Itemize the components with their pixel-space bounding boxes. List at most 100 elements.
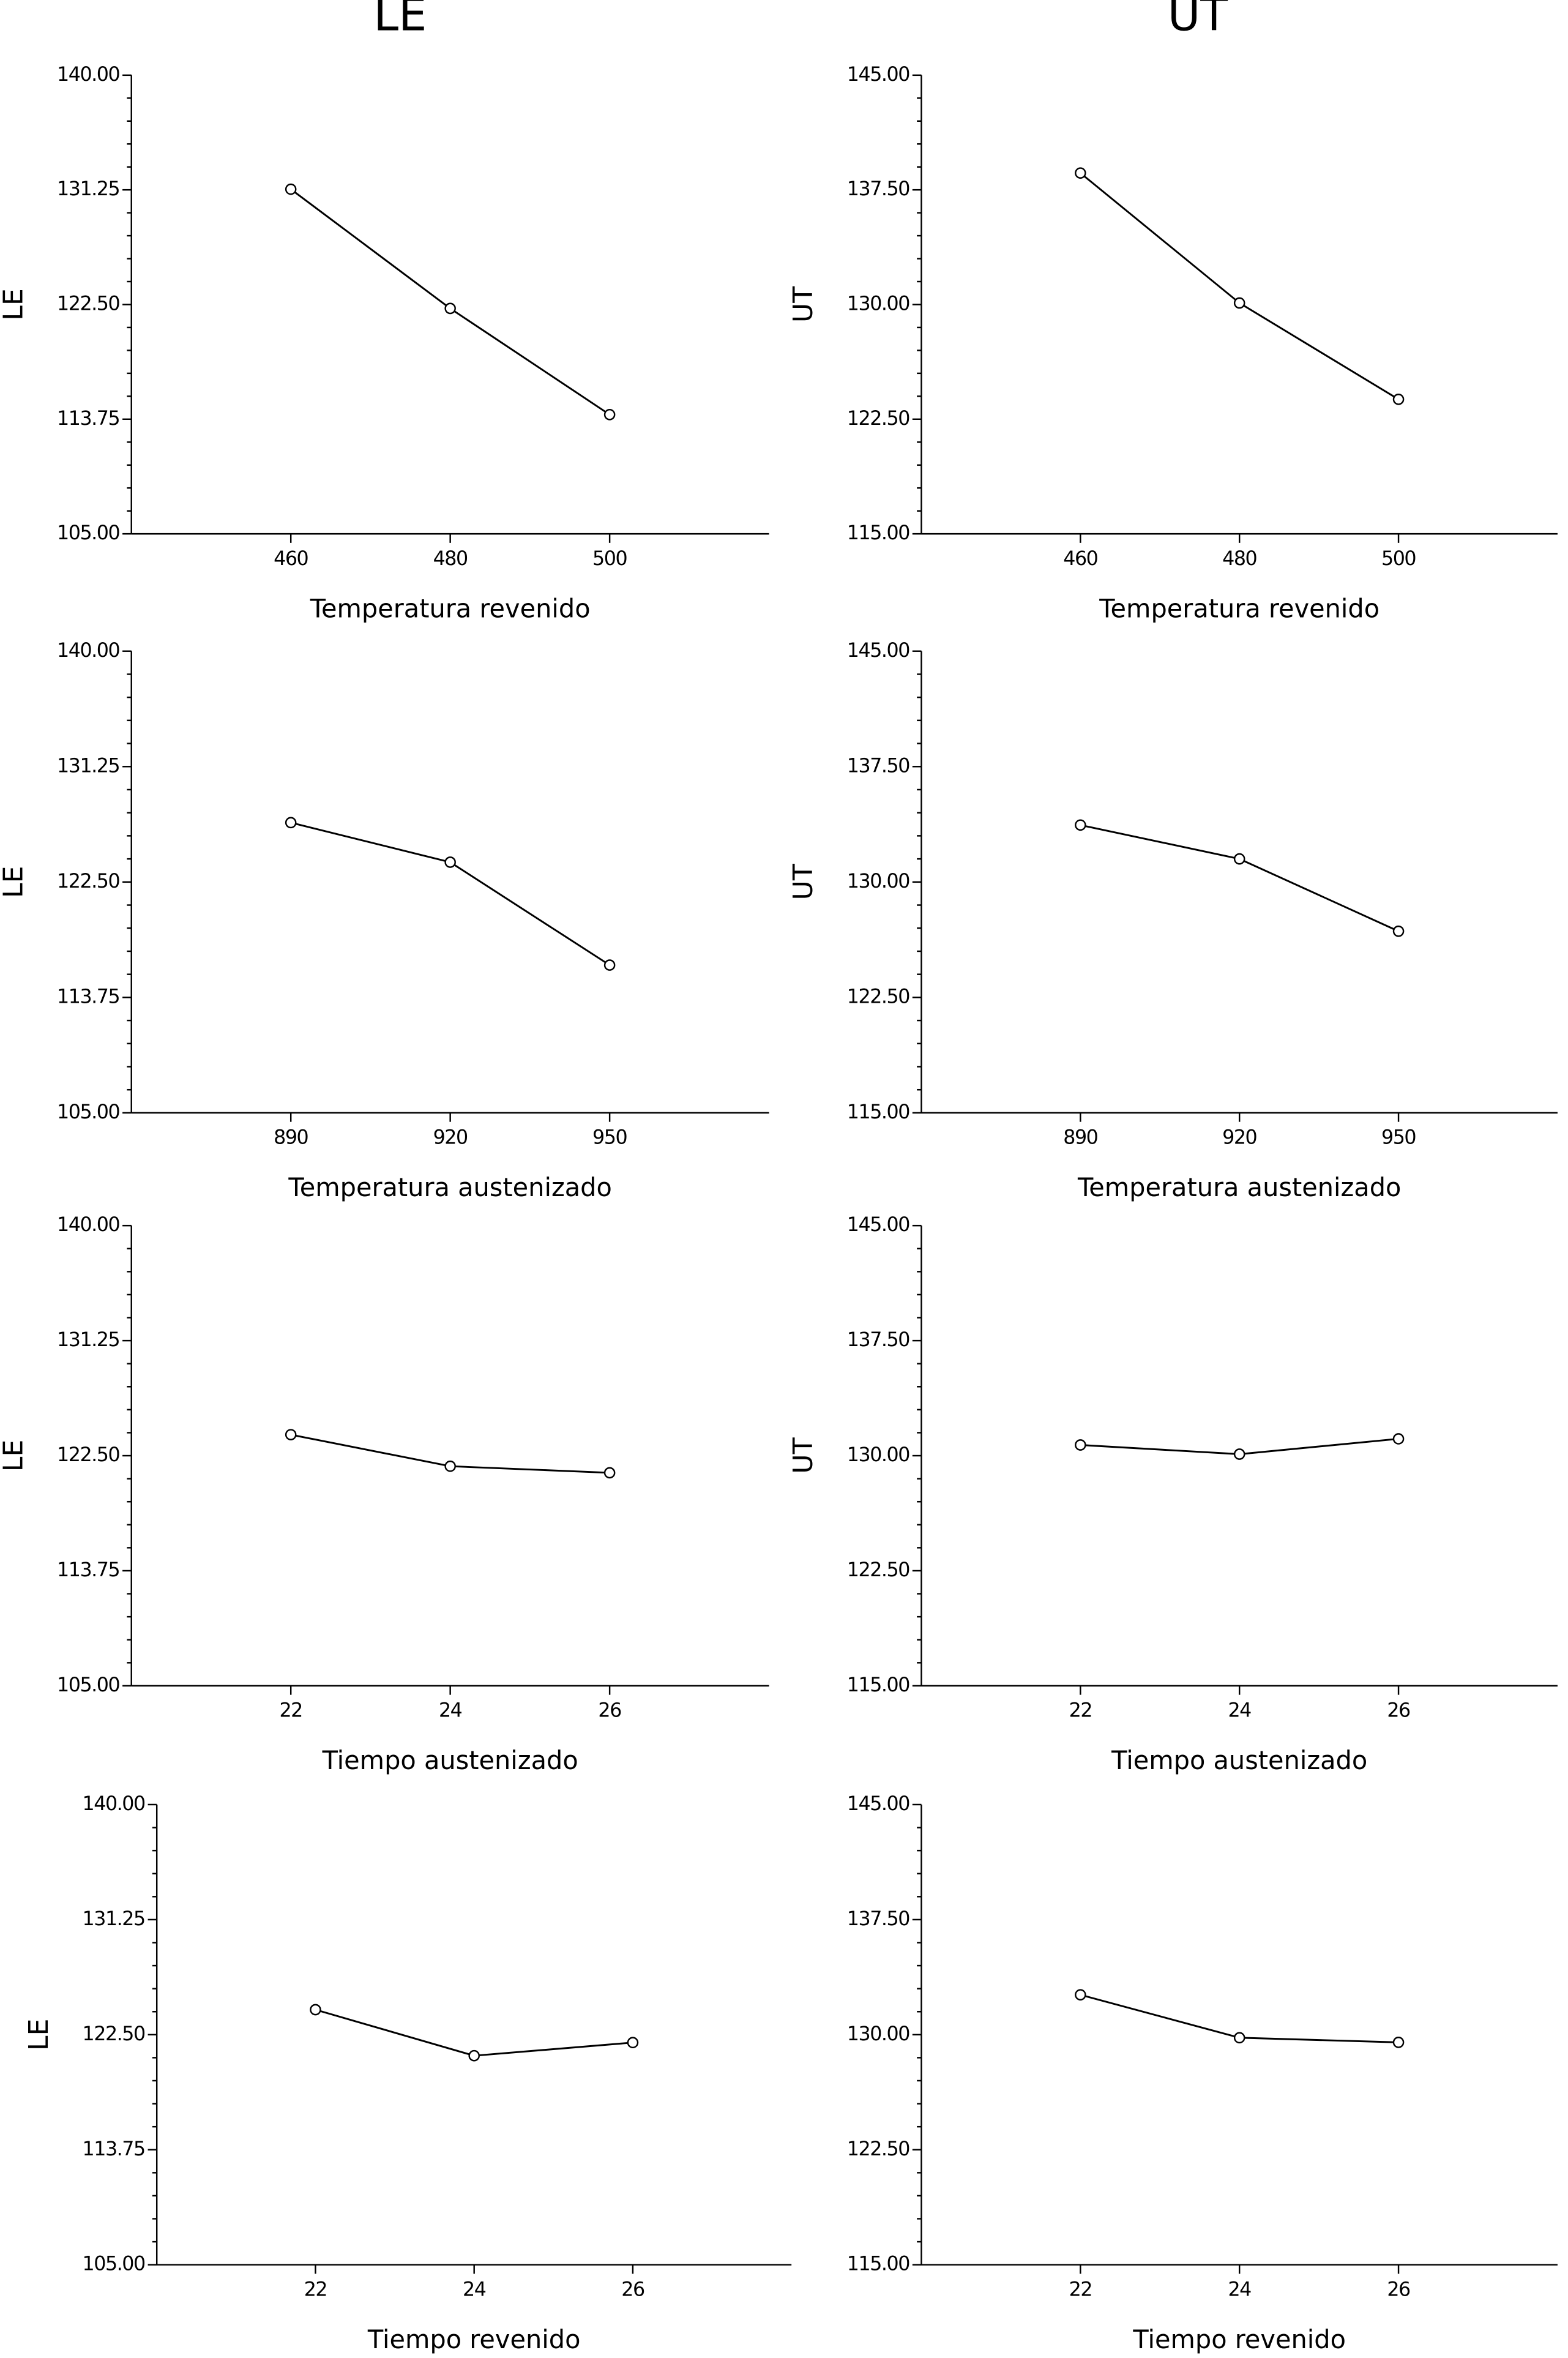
x-tick-label: 460 <box>1063 547 1097 570</box>
y-tick-label: 113.75 <box>83 2137 145 2160</box>
x-tick-label: 22 <box>304 2277 327 2300</box>
data-point <box>627 2037 639 2049</box>
data-point <box>1233 2032 1245 2044</box>
y-tick-label: 122.50 <box>83 2022 145 2045</box>
y-tick-label: 113.75 <box>57 1558 119 1581</box>
y-tick-label: 122.50 <box>847 984 909 1008</box>
data-point <box>603 408 616 421</box>
x-axis-label: Tiempo austenizado <box>1111 1745 1367 1775</box>
y-tick-label: 131.25 <box>57 177 119 200</box>
x-axis-label: Temperatura austenizado <box>1077 1172 1401 1202</box>
y-tick-label: 122.50 <box>57 291 119 315</box>
data-point <box>285 817 297 829</box>
x-tick-label: 22 <box>1069 1699 1092 1722</box>
x-axis-label: Tiempo austenizado <box>322 1745 578 1775</box>
x-tick-label: 26 <box>1387 1699 1410 1722</box>
data-line <box>1080 824 1399 932</box>
y-axis-label: LE <box>0 1440 29 1472</box>
x-tick-label: 500 <box>1381 547 1416 570</box>
y-tick-label: 137.50 <box>847 177 909 200</box>
y-tick-label: 105.00 <box>57 521 119 544</box>
y-tick-label: 122.50 <box>847 406 909 430</box>
y-tick-label: 113.75 <box>57 406 119 430</box>
y-tick-label: 145.00 <box>847 1213 909 1236</box>
data-point <box>603 959 616 971</box>
y-tick-label: 131.25 <box>57 1328 119 1351</box>
y-tick-label: 105.00 <box>57 1100 119 1123</box>
y-axis-label: UT <box>788 286 819 323</box>
data-line <box>290 188 610 416</box>
y-tick-label: 122.50 <box>847 1558 909 1581</box>
x-tick-label: 500 <box>592 547 627 570</box>
x-tick-label: 950 <box>1381 1126 1416 1149</box>
data-line <box>290 822 610 966</box>
y-tick-label: 145.00 <box>847 62 909 86</box>
data-point <box>444 856 456 868</box>
data-point <box>468 2049 480 2062</box>
data-point <box>444 302 456 315</box>
y-axis-label: UT <box>788 863 819 900</box>
x-tick-label: 22 <box>1069 2277 1092 2300</box>
x-tick-label: 460 <box>274 547 308 570</box>
y-tick-label: 131.25 <box>57 754 119 777</box>
x-axis-label: Temperatura austenizado <box>288 1172 611 1202</box>
x-axis-label: Temperatura revenido <box>310 593 591 623</box>
data-point <box>1392 925 1405 937</box>
y-tick-label: 130.00 <box>847 291 909 315</box>
y-tick-label: 130.00 <box>847 1443 909 1466</box>
y-axis-label: LE <box>23 2019 54 2051</box>
y-tick-label: 140.00 <box>57 62 119 86</box>
y-tick-label: 137.50 <box>847 1907 909 1930</box>
x-axis-label: Temperatura revenido <box>1099 593 1379 623</box>
x-tick-label: 890 <box>274 1126 308 1149</box>
y-tick-label: 145.00 <box>847 1792 909 1815</box>
data-point <box>444 1460 456 1472</box>
y-tick-label: 122.50 <box>57 869 119 893</box>
x-axis-label: Tiempo revenido <box>1132 2324 1346 2354</box>
data-point <box>1233 1448 1245 1460</box>
x-tick-label: 24 <box>439 1699 462 1722</box>
data-point <box>1233 853 1245 865</box>
x-tick-label: 22 <box>279 1699 302 1722</box>
y-tick-label: 113.75 <box>57 984 119 1008</box>
y-tick-label: 130.00 <box>847 869 909 893</box>
y-tick-label: 122.50 <box>847 2137 909 2160</box>
y-tick-label: 105.00 <box>57 1673 119 1696</box>
y-tick-label: 131.25 <box>83 1907 145 1930</box>
x-tick-label: 26 <box>598 1699 621 1722</box>
x-tick-label: 26 <box>621 2277 644 2300</box>
column-title: LE <box>373 0 427 42</box>
data-point <box>1075 167 1086 179</box>
data-line <box>315 2008 633 2057</box>
x-tick-label: 24 <box>1228 1699 1251 1722</box>
y-tick-label: 140.00 <box>57 1213 119 1236</box>
data-point <box>603 1467 616 1479</box>
data-line <box>1080 172 1399 400</box>
x-tick-label: 24 <box>1228 2277 1251 2300</box>
y-tick-label: 145.00 <box>847 638 909 662</box>
x-tick-label: 920 <box>1222 1126 1256 1149</box>
data-point <box>1392 393 1405 405</box>
data-point <box>1075 1989 1086 2001</box>
y-tick-label: 130.00 <box>847 2022 909 2045</box>
data-point <box>285 1429 297 1440</box>
y-tick-label: 115.00 <box>847 521 909 544</box>
y-tick-label: 115.00 <box>847 2252 909 2275</box>
column-title: UT <box>1168 0 1228 42</box>
y-tick-label: 140.00 <box>57 638 119 662</box>
y-tick-label: 105.00 <box>83 2252 145 2275</box>
x-tick-label: 480 <box>433 547 468 570</box>
data-point <box>1233 297 1245 309</box>
x-axis-label: Tiempo revenido <box>367 2324 581 2354</box>
data-point <box>310 2004 321 2016</box>
x-tick-label: 890 <box>1063 1126 1097 1149</box>
y-tick-label: 137.50 <box>847 754 909 777</box>
y-axis-label: LE <box>0 288 29 321</box>
x-tick-label: 480 <box>1222 547 1256 570</box>
x-tick-label: 950 <box>592 1126 627 1149</box>
data-point <box>1392 2037 1405 2048</box>
x-tick-label: 920 <box>433 1126 468 1149</box>
y-tick-label: 137.50 <box>847 1328 909 1351</box>
